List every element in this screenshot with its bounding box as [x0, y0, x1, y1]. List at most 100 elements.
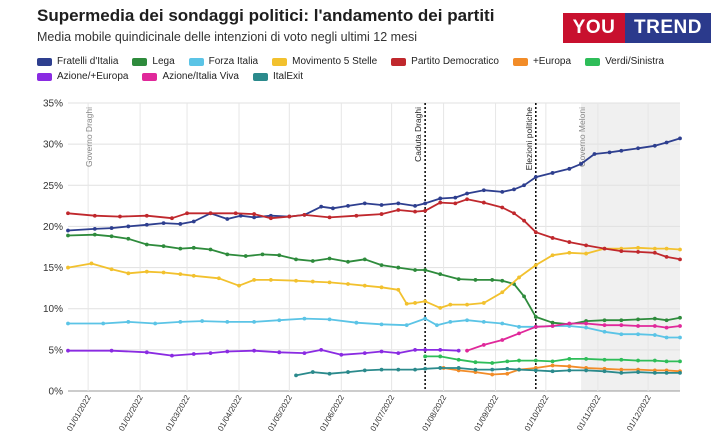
- legend-label: Partito Democratico: [411, 56, 499, 67]
- data-point-azione-italia-viva: [567, 321, 572, 326]
- x-tick-label: 01/11/2022: [575, 393, 603, 432]
- data-point-lega: [678, 315, 682, 320]
- data-point-forza-italia: [302, 316, 307, 321]
- data-point-movimento-5-stelle: [465, 302, 469, 307]
- data-point-lega: [423, 268, 428, 272]
- data-point-forza-italia: [225, 319, 230, 324]
- data-point-fratelli-d-italia: [191, 219, 196, 224]
- data-point-partito-democratico: [550, 236, 555, 240]
- data-point-italexit: [602, 369, 607, 374]
- data-point-forza-italia: [500, 321, 505, 326]
- data-point-fratelli-d-italia: [453, 195, 458, 200]
- data-point-verdi-sinistra: [505, 359, 510, 364]
- data-point-movimento-5-stelle: [144, 269, 149, 274]
- data-point-fratelli-d-italia: [465, 191, 469, 196]
- data-point-italexit: [567, 368, 572, 373]
- data-point-fratelli-d-italia: [331, 206, 335, 211]
- data-point-fratelli-d-italia: [109, 226, 114, 230]
- data-point-italexit: [438, 366, 443, 370]
- data-point-azione-europa: [109, 348, 114, 353]
- data-point-forza-italia: [678, 335, 682, 340]
- data-point-movimento-5-stelle: [346, 282, 350, 286]
- data-point-lega: [438, 272, 443, 277]
- data-point-italexit: [413, 367, 417, 372]
- legend-item-azione-italia-viva: Azione/Italia Viva: [142, 71, 239, 82]
- data-point-azione-europa: [302, 351, 307, 356]
- data-point-partito-democratico: [500, 205, 505, 210]
- data-point-italexit: [490, 367, 495, 372]
- legend-item-verdi-sinistra: Verdi/Sinistra: [585, 56, 664, 67]
- data-point-movimento-5-stelle: [379, 285, 384, 290]
- data-point-movimento-5-stelle: [413, 301, 417, 305]
- legend-item-lega: Lega: [132, 56, 175, 67]
- data-point-europa: [505, 371, 510, 376]
- data-point-lega: [490, 278, 495, 282]
- data-point-italexit: [379, 367, 384, 372]
- data-point-partito-democratico: [512, 211, 516, 216]
- data-point-azione-italia-viva: [517, 331, 521, 336]
- data-point-forza-italia: [619, 332, 624, 337]
- data-point-azione-europa: [319, 347, 324, 352]
- data-point-movimento-5-stelle: [567, 250, 572, 255]
- data-point-movimento-5-stelle: [481, 301, 486, 305]
- data-point-partito-democratico: [252, 212, 257, 216]
- legend-swatch: [37, 57, 52, 66]
- data-point-forza-italia: [404, 323, 409, 328]
- data-point-fratelli-d-italia: [346, 203, 350, 208]
- data-point-forza-italia: [153, 321, 158, 326]
- y-tick-label: 25%: [43, 181, 63, 192]
- data-point-lega: [396, 265, 401, 270]
- data-point-partito-democratico: [636, 250, 640, 254]
- data-point-verdi-sinistra: [550, 359, 555, 364]
- data-point-partito-democratico: [652, 250, 657, 255]
- data-point-partito-democratico: [327, 215, 332, 220]
- logo-you: YOU: [563, 13, 625, 43]
- data-point-fratelli-d-italia: [619, 148, 624, 153]
- data-point-azione-europa: [252, 348, 257, 353]
- data-point-fratelli-d-italia: [66, 228, 70, 233]
- data-point-azione-europa: [277, 350, 282, 355]
- data-point-lega: [619, 318, 624, 323]
- data-point-lega: [346, 259, 350, 264]
- event-label-governo-draghi: Governo Draghi: [84, 107, 94, 167]
- data-point-partito-democratico: [481, 200, 486, 205]
- data-point-fratelli-d-italia: [607, 150, 612, 155]
- data-point-azione-italia-viva: [652, 324, 657, 328]
- data-point-lega: [413, 268, 417, 272]
- data-point-azione-europa: [438, 347, 443, 352]
- data-point-lega: [92, 232, 97, 237]
- data-point-partito-democratico: [423, 208, 428, 213]
- data-point-partito-democratico: [533, 230, 538, 235]
- data-point-lega: [294, 257, 298, 262]
- legend-item-azione-europa: Azione/+Europa: [37, 71, 128, 82]
- data-point-forza-italia: [481, 319, 486, 324]
- data-point-lega: [500, 278, 505, 283]
- data-point-azione-italia-viva: [636, 324, 640, 328]
- data-point-fratelli-d-italia: [319, 204, 324, 209]
- data-point-verdi-sinistra: [438, 354, 443, 359]
- data-point-partito-democratico: [233, 211, 238, 216]
- data-point-partito-democratico: [208, 211, 213, 216]
- data-point-partito-democratico: [678, 257, 682, 262]
- legend-swatch: [512, 57, 528, 66]
- data-point-lega: [109, 234, 114, 239]
- y-tick-label: 10%: [43, 304, 63, 315]
- data-point-azione-italia-viva: [664, 325, 669, 330]
- data-point-azione-europa: [66, 348, 70, 353]
- data-point-lega: [652, 316, 657, 321]
- data-point-italexit: [652, 370, 657, 375]
- data-point-forza-italia: [327, 317, 332, 322]
- data-point-movimento-5-stelle: [109, 267, 114, 272]
- data-point-lega: [664, 318, 669, 323]
- x-tick-label: 01/07/2022: [369, 393, 397, 433]
- x-tick-label: 01/12/2022: [625, 393, 653, 433]
- data-point-movimento-5-stelle: [252, 278, 257, 282]
- data-point-fratelli-d-italia: [636, 146, 640, 151]
- data-point-lega: [243, 254, 248, 258]
- legend-label: Fratelli d'Italia: [57, 56, 119, 67]
- data-point-fratelli-d-italia: [252, 215, 257, 220]
- legend-label: Movimento 5 Stelle: [292, 56, 378, 67]
- data-point-lega: [144, 242, 149, 247]
- data-point-italexit: [396, 367, 401, 372]
